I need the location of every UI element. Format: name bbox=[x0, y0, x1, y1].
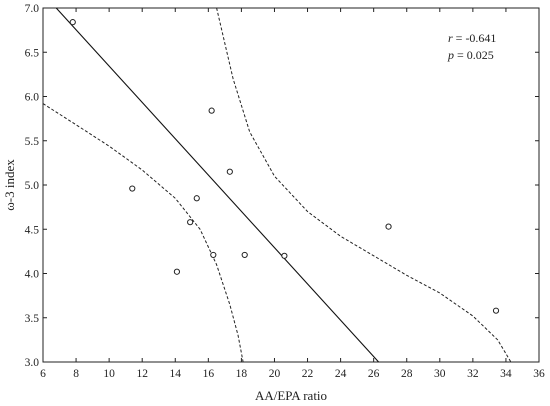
y-axis-title: ω-3 index bbox=[2, 159, 17, 211]
y-tick-label: 6.0 bbox=[25, 92, 40, 104]
data-point bbox=[226, 168, 233, 175]
data-point bbox=[208, 107, 215, 114]
upper-confidence-band bbox=[216, 7, 512, 363]
x-tick-label: 32 bbox=[467, 368, 479, 380]
p-symbol: p bbox=[447, 48, 454, 62]
y-tick-label: 6.5 bbox=[25, 47, 40, 59]
x-tick-label: 30 bbox=[434, 368, 446, 380]
data-point bbox=[210, 251, 217, 259]
y-tick-label: 5.5 bbox=[25, 136, 40, 148]
y-tick-label: 3.0 bbox=[25, 357, 40, 369]
data-point bbox=[69, 19, 76, 26]
data-point bbox=[281, 252, 288, 259]
data-point bbox=[173, 268, 181, 275]
regression-line bbox=[55, 7, 380, 363]
y-tick-label: 4.5 bbox=[25, 224, 40, 236]
lower-confidence-band bbox=[42, 103, 244, 363]
x-tick-label: 36 bbox=[533, 368, 545, 380]
y-tick-label: 3.5 bbox=[25, 313, 40, 325]
y-tick-label: 5.0 bbox=[25, 180, 40, 192]
x-axis-title: AA/EPA ratio bbox=[255, 388, 327, 403]
data-point bbox=[492, 307, 500, 314]
x-tick-label: 18 bbox=[236, 368, 248, 380]
r-value: = -0.641 bbox=[453, 31, 497, 45]
data-point bbox=[193, 195, 200, 202]
p-value: = 0.025 bbox=[454, 48, 494, 62]
confidence-bands bbox=[42, 7, 512, 363]
data-point bbox=[187, 219, 194, 226]
x-tick-label: 24 bbox=[335, 368, 347, 380]
y-tick-label: 7.0 bbox=[25, 3, 40, 15]
axis-ticks: 6 8 10 12 14 16 18 20 22 24 26 28 30 32 34 36 3.0 3.5 4.0 4… bbox=[25, 3, 545, 380]
x-tick-label: 6 bbox=[40, 368, 46, 380]
data-point bbox=[385, 223, 392, 230]
data-points bbox=[69, 19, 500, 314]
x-tick-label: 8 bbox=[73, 368, 79, 380]
x-tick-label: 10 bbox=[103, 368, 115, 380]
y-tick-label: 4.0 bbox=[25, 269, 40, 281]
x-tick-label: 22 bbox=[302, 368, 314, 380]
x-tick-label: 16 bbox=[203, 368, 215, 380]
p-annotation: p = 0.025 bbox=[447, 48, 494, 62]
x-tick-label: 34 bbox=[500, 368, 512, 380]
x-tick-label: 20 bbox=[269, 368, 281, 380]
r-annotation: r = -0.641 bbox=[448, 31, 496, 45]
data-point bbox=[129, 185, 136, 192]
x-tick-label: 14 bbox=[170, 368, 182, 380]
regression-line-group bbox=[55, 7, 380, 363]
data-point bbox=[241, 251, 248, 259]
x-tick-label: 26 bbox=[368, 368, 380, 380]
r-symbol: r bbox=[448, 31, 453, 45]
x-tick-label: 12 bbox=[136, 368, 148, 380]
x-tick-label: 28 bbox=[401, 368, 413, 380]
